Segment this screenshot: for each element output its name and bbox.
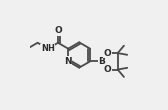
Text: O: O xyxy=(54,27,62,36)
Text: N: N xyxy=(64,57,72,66)
Text: O: O xyxy=(104,65,112,74)
Text: B: B xyxy=(98,57,105,66)
Text: NH: NH xyxy=(41,44,55,53)
Text: O: O xyxy=(104,49,112,58)
